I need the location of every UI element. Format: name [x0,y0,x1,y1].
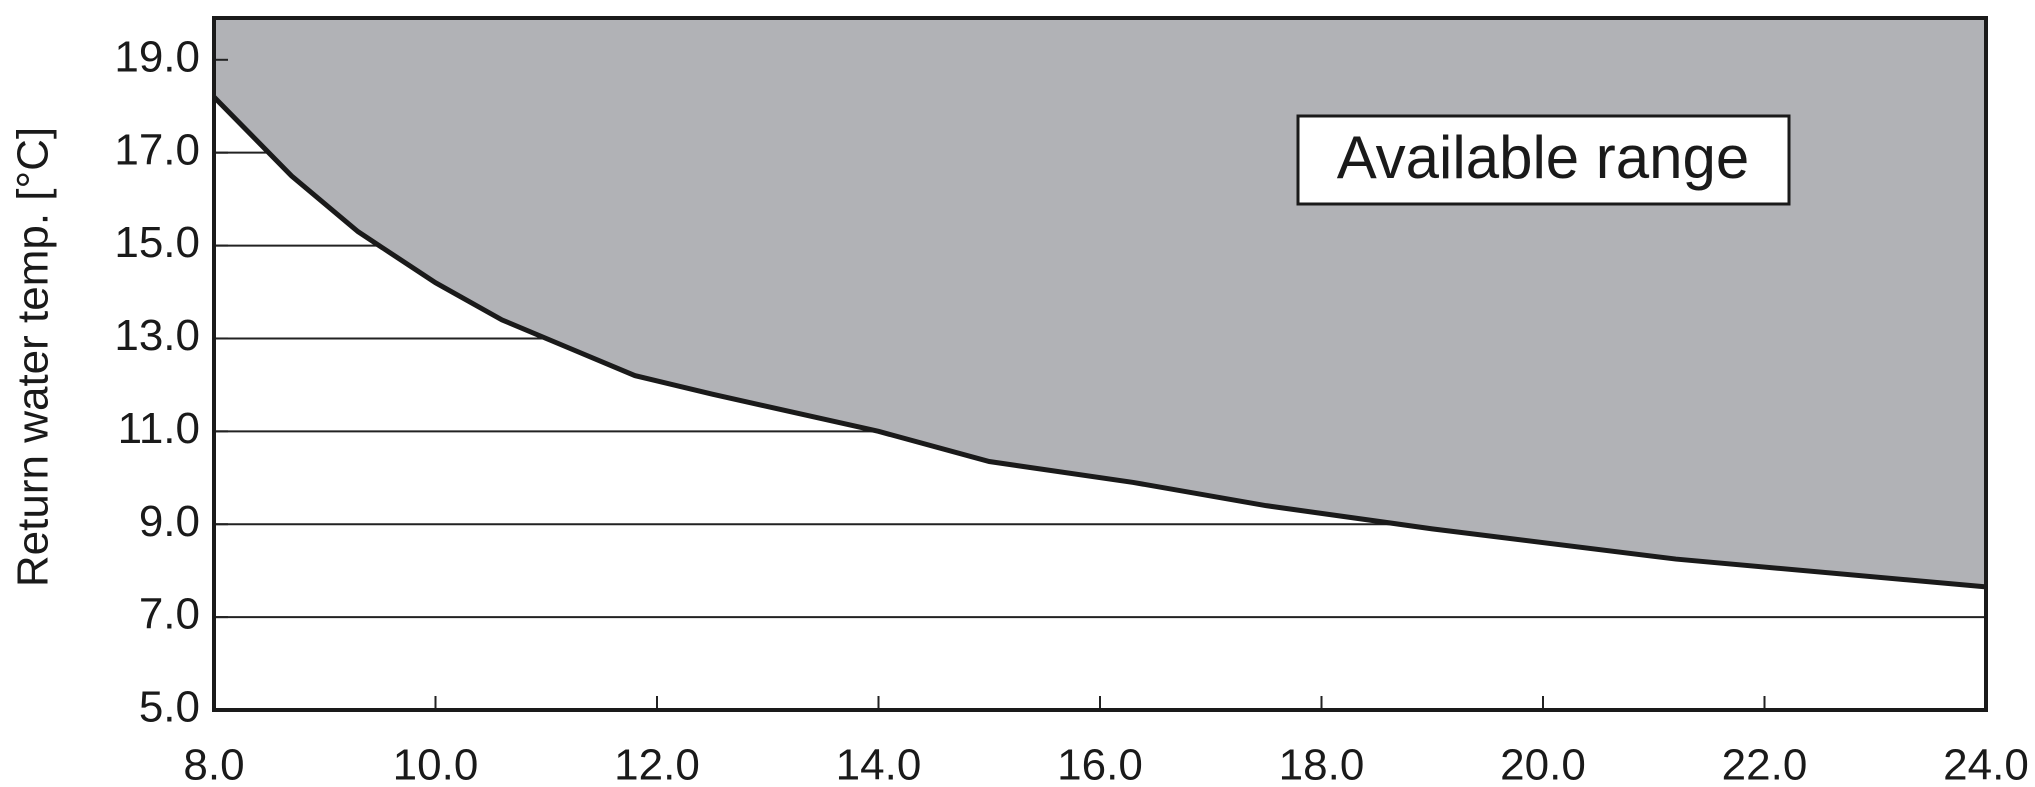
y-axis-label: Return water temp. [°C] [9,127,58,587]
y-tick-label: 9.0 [139,497,200,546]
y-tick-label: 17.0 [114,125,200,174]
x-tick-label: 20.0 [1500,741,1586,787]
x-tick-label: 24.0 [1943,741,2029,787]
y-tick-label: 15.0 [114,218,200,267]
x-tick-label: 12.0 [614,741,700,787]
x-tick-label: 16.0 [1057,741,1143,787]
annotation-box [1296,114,1791,206]
boundary-line [212,95,1987,590]
x-tick-label: 8.0 [183,741,244,787]
x-tick-label: 14.0 [836,741,922,787]
x-tick-label: 22.0 [1722,741,1808,787]
annotation: Available range [1337,124,1750,191]
x-tick-label: 10.0 [393,741,479,787]
plot-frame [212,16,1988,712]
y-tick-label: 13.0 [114,311,200,360]
y-tick-label: 7.0 [139,590,200,639]
y-tick-label: 5.0 [139,683,200,732]
x-tick-label: 18.0 [1279,741,1365,787]
y-tick-label: 11.0 [118,404,200,453]
y-tick-label: 19.0 [114,32,200,81]
area [214,18,1986,587]
